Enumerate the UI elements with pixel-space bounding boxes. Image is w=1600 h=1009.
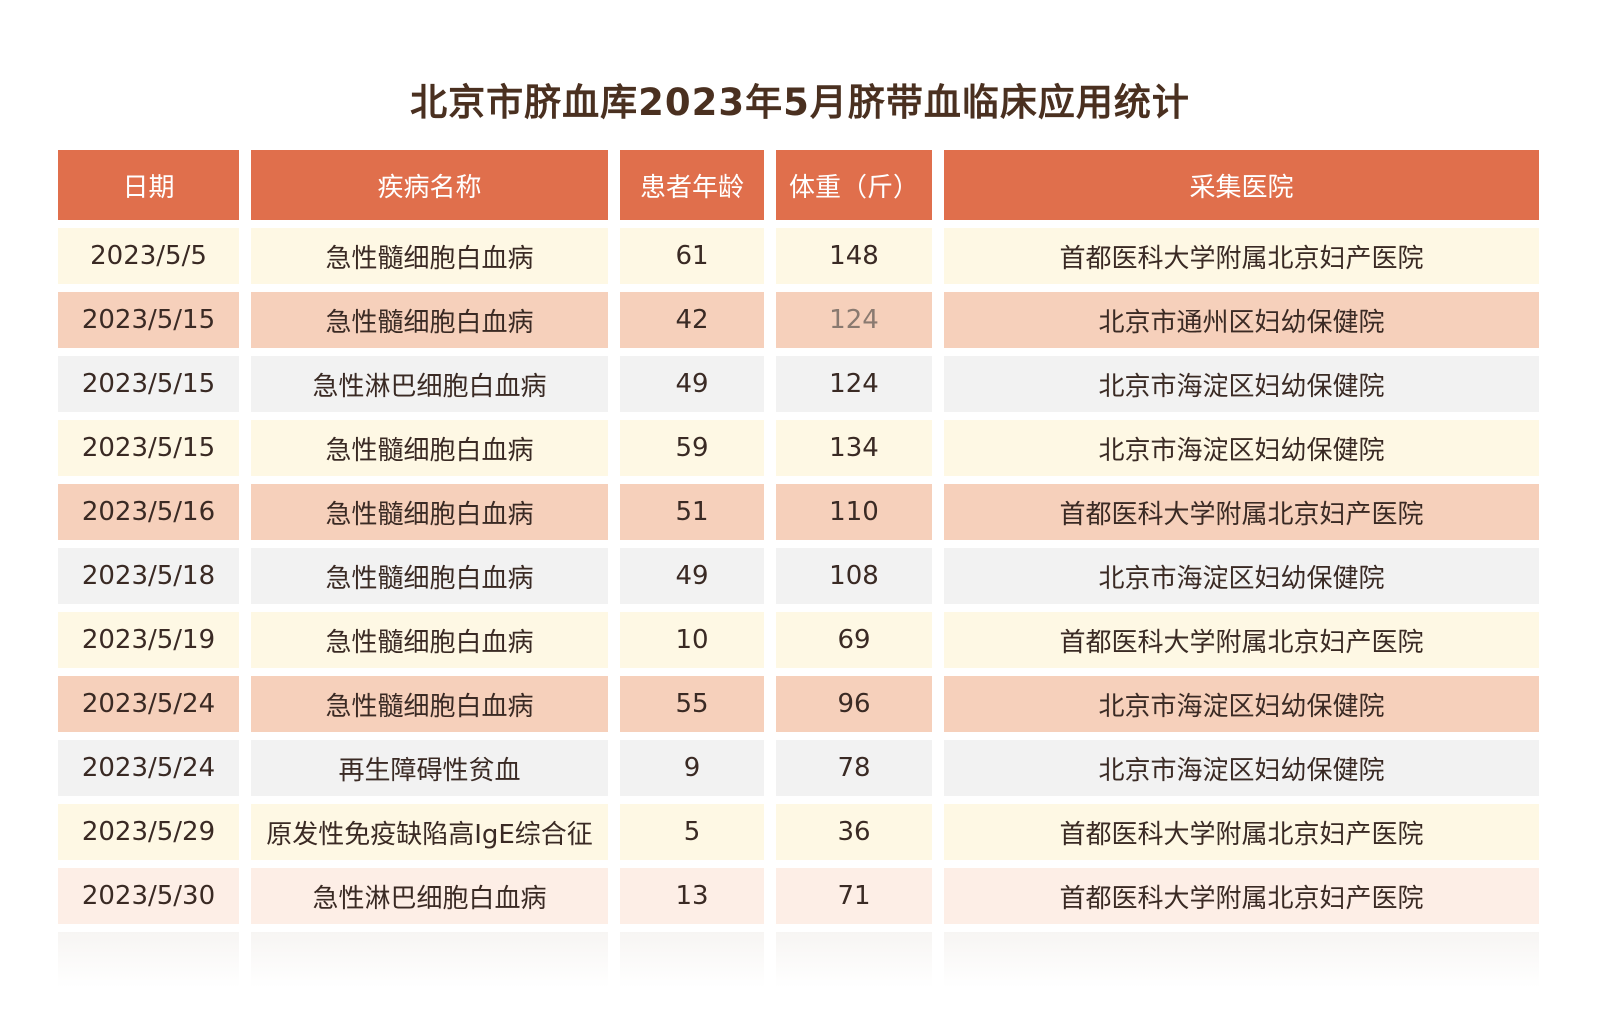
table-row: 2023/5/15 急性髓细胞白血病 59 134 北京市海淀区妇幼保健院 xyxy=(58,420,1563,476)
age-cell: 9 xyxy=(620,740,764,796)
column-header-date: 日期 xyxy=(58,150,239,220)
date-cell: 2023/5/15 xyxy=(58,420,239,476)
age-cell: 59 xyxy=(620,420,764,476)
disease-cell: 急性髓细胞白血病 xyxy=(251,612,608,668)
disease-cell: 急性髓细胞白血病 xyxy=(251,420,608,476)
weight-cell: 71 xyxy=(776,868,932,924)
empty-cell xyxy=(58,932,239,988)
hospital-cell: 北京市海淀区妇幼保健院 xyxy=(944,420,1539,476)
hospital-cell: 北京市海淀区妇幼保健院 xyxy=(944,676,1539,732)
page-title: 北京市脐血库2023年5月脐带血临床应用统计 xyxy=(410,81,1190,124)
hospital-cell: 北京市海淀区妇幼保健院 xyxy=(944,356,1539,412)
age-cell: 55 xyxy=(620,676,764,732)
weight-cell: 108 xyxy=(776,548,932,604)
statistics-table: 日期 疾病名称 患者年龄 体重（斤） 采集医院 2023/5/5 急性髓细胞白血… xyxy=(58,150,1563,996)
disease-cell: 急性髓细胞白血病 xyxy=(251,292,608,348)
date-cell: 2023/5/29 xyxy=(58,804,239,860)
weight-cell: 78 xyxy=(776,740,932,796)
table-row: 2023/5/15 急性髓细胞白血病 42 124 北京市通州区妇幼保健院 xyxy=(58,292,1563,348)
hospital-cell: 首都医科大学附属北京妇产医院 xyxy=(944,868,1539,924)
column-header-hospital: 采集医院 xyxy=(944,150,1539,220)
date-cell: 2023/5/5 xyxy=(58,228,239,284)
weight-cell: 148 xyxy=(776,228,932,284)
age-cell: 5 xyxy=(620,804,764,860)
weight-cell: 134 xyxy=(776,420,932,476)
table-row: 2023/5/24 急性髓细胞白血病 55 96 北京市海淀区妇幼保健院 xyxy=(58,676,1563,732)
hospital-cell: 首都医科大学附属北京妇产医院 xyxy=(944,228,1539,284)
age-cell: 42 xyxy=(620,292,764,348)
empty-cell xyxy=(944,932,1539,988)
hospital-cell: 北京市海淀区妇幼保健院 xyxy=(944,740,1539,796)
column-header-disease: 疾病名称 xyxy=(251,150,608,220)
disease-cell: 急性淋巴细胞白血病 xyxy=(251,356,608,412)
disease-cell: 急性淋巴细胞白血病 xyxy=(251,868,608,924)
weight-cell: 36 xyxy=(776,804,932,860)
date-cell: 2023/5/15 xyxy=(58,292,239,348)
hospital-cell: 首都医科大学附属北京妇产医院 xyxy=(944,484,1539,540)
column-header-weight: 体重（斤） xyxy=(776,150,932,220)
date-cell: 2023/5/24 xyxy=(58,676,239,732)
weight-cell: 69 xyxy=(776,612,932,668)
date-cell: 2023/5/24 xyxy=(58,740,239,796)
weight-cell: 124 xyxy=(776,356,932,412)
disease-cell: 急性髓细胞白血病 xyxy=(251,484,608,540)
table-row: 2023/5/30 急性淋巴细胞白血病 13 71 首都医科大学附属北京妇产医院 xyxy=(58,868,1563,924)
empty-cell xyxy=(251,932,608,988)
weight-cell: 96 xyxy=(776,676,932,732)
date-cell: 2023/5/18 xyxy=(58,548,239,604)
date-cell: 2023/5/30 xyxy=(58,868,239,924)
age-cell: 10 xyxy=(620,612,764,668)
table-row: 2023/5/15 急性淋巴细胞白血病 49 124 北京市海淀区妇幼保健院 xyxy=(58,356,1563,412)
table-row: 2023/5/24 再生障碍性贫血 9 78 北京市海淀区妇幼保健院 xyxy=(58,740,1563,796)
column-header-age: 患者年龄 xyxy=(620,150,764,220)
empty-table-row xyxy=(58,932,1563,988)
hospital-cell: 首都医科大学附属北京妇产医院 xyxy=(944,804,1539,860)
age-cell: 13 xyxy=(620,868,764,924)
age-cell: 49 xyxy=(620,356,764,412)
date-cell: 2023/5/15 xyxy=(58,356,239,412)
disease-cell: 急性髓细胞白血病 xyxy=(251,676,608,732)
table-row: 2023/5/29 原发性免疫缺陷高IgE综合征 5 36 首都医科大学附属北京… xyxy=(58,804,1563,860)
table-header-row: 日期 疾病名称 患者年龄 体重（斤） 采集医院 xyxy=(58,150,1563,220)
hospital-cell: 首都医科大学附属北京妇产医院 xyxy=(944,612,1539,668)
disease-cell: 急性髓细胞白血病 xyxy=(251,228,608,284)
table-row: 2023/5/5 急性髓细胞白血病 61 148 首都医科大学附属北京妇产医院 xyxy=(58,228,1563,284)
hospital-cell: 北京市海淀区妇幼保健院 xyxy=(944,548,1539,604)
empty-cell xyxy=(620,932,764,988)
disease-cell: 急性髓细胞白血病 xyxy=(251,548,608,604)
age-cell: 61 xyxy=(620,228,764,284)
age-cell: 49 xyxy=(620,548,764,604)
age-cell: 51 xyxy=(620,484,764,540)
weight-cell: 110 xyxy=(776,484,932,540)
table-row: 2023/5/18 急性髓细胞白血病 49 108 北京市海淀区妇幼保健院 xyxy=(58,548,1563,604)
weight-cell: 124 xyxy=(776,292,932,348)
date-cell: 2023/5/19 xyxy=(58,612,239,668)
table-row: 2023/5/16 急性髓细胞白血病 51 110 首都医科大学附属北京妇产医院 xyxy=(58,484,1563,540)
date-cell: 2023/5/16 xyxy=(58,484,239,540)
empty-cell xyxy=(776,932,932,988)
table-row: 2023/5/19 急性髓细胞白血病 10 69 首都医科大学附属北京妇产医院 xyxy=(58,612,1563,668)
disease-cell: 原发性免疫缺陷高IgE综合征 xyxy=(251,804,608,860)
disease-cell: 再生障碍性贫血 xyxy=(251,740,608,796)
hospital-cell: 北京市通州区妇幼保健院 xyxy=(944,292,1539,348)
